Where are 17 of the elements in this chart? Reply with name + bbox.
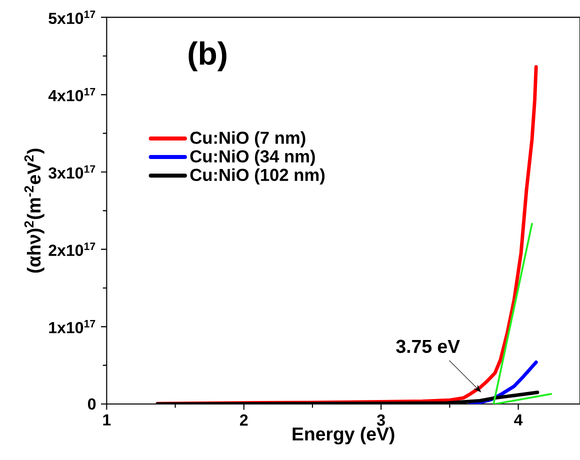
legend-label: Cu:NiO (7 nm) bbox=[190, 131, 306, 148]
annotation: (b) bbox=[188, 41, 226, 72]
y-tick-label: 0 bbox=[88, 398, 96, 410]
y-tick-label: 2x10$^{17}$ bbox=[48, 242, 96, 256]
y-axis-title: (αhν)$^{2}$(m$^{-2}$eV$^{2}$) bbox=[24, 148, 44, 273]
legend-label: Cu:NiO (102 nm) bbox=[190, 168, 325, 184]
legend-label: Cu:NiO (34 nm) bbox=[190, 150, 315, 166]
y-tick-label: 1x10$^{17}$ bbox=[49, 320, 96, 334]
y-tick-label: 4x10$^{17}$ bbox=[48, 88, 96, 102]
x-tick-label: 4 bbox=[514, 414, 523, 426]
annotation: 3.75 eV bbox=[396, 340, 460, 354]
x-axis-title: Energy (eV) bbox=[292, 426, 394, 444]
y-tick-label: 3x10$^{17}$ bbox=[48, 165, 96, 179]
x-tick-label: 1 bbox=[103, 414, 111, 426]
x-tick-label: 3 bbox=[377, 414, 385, 426]
y-tick-label: 5x10$^{17}$ bbox=[48, 10, 96, 24]
x-tick-label: 2 bbox=[240, 414, 248, 426]
